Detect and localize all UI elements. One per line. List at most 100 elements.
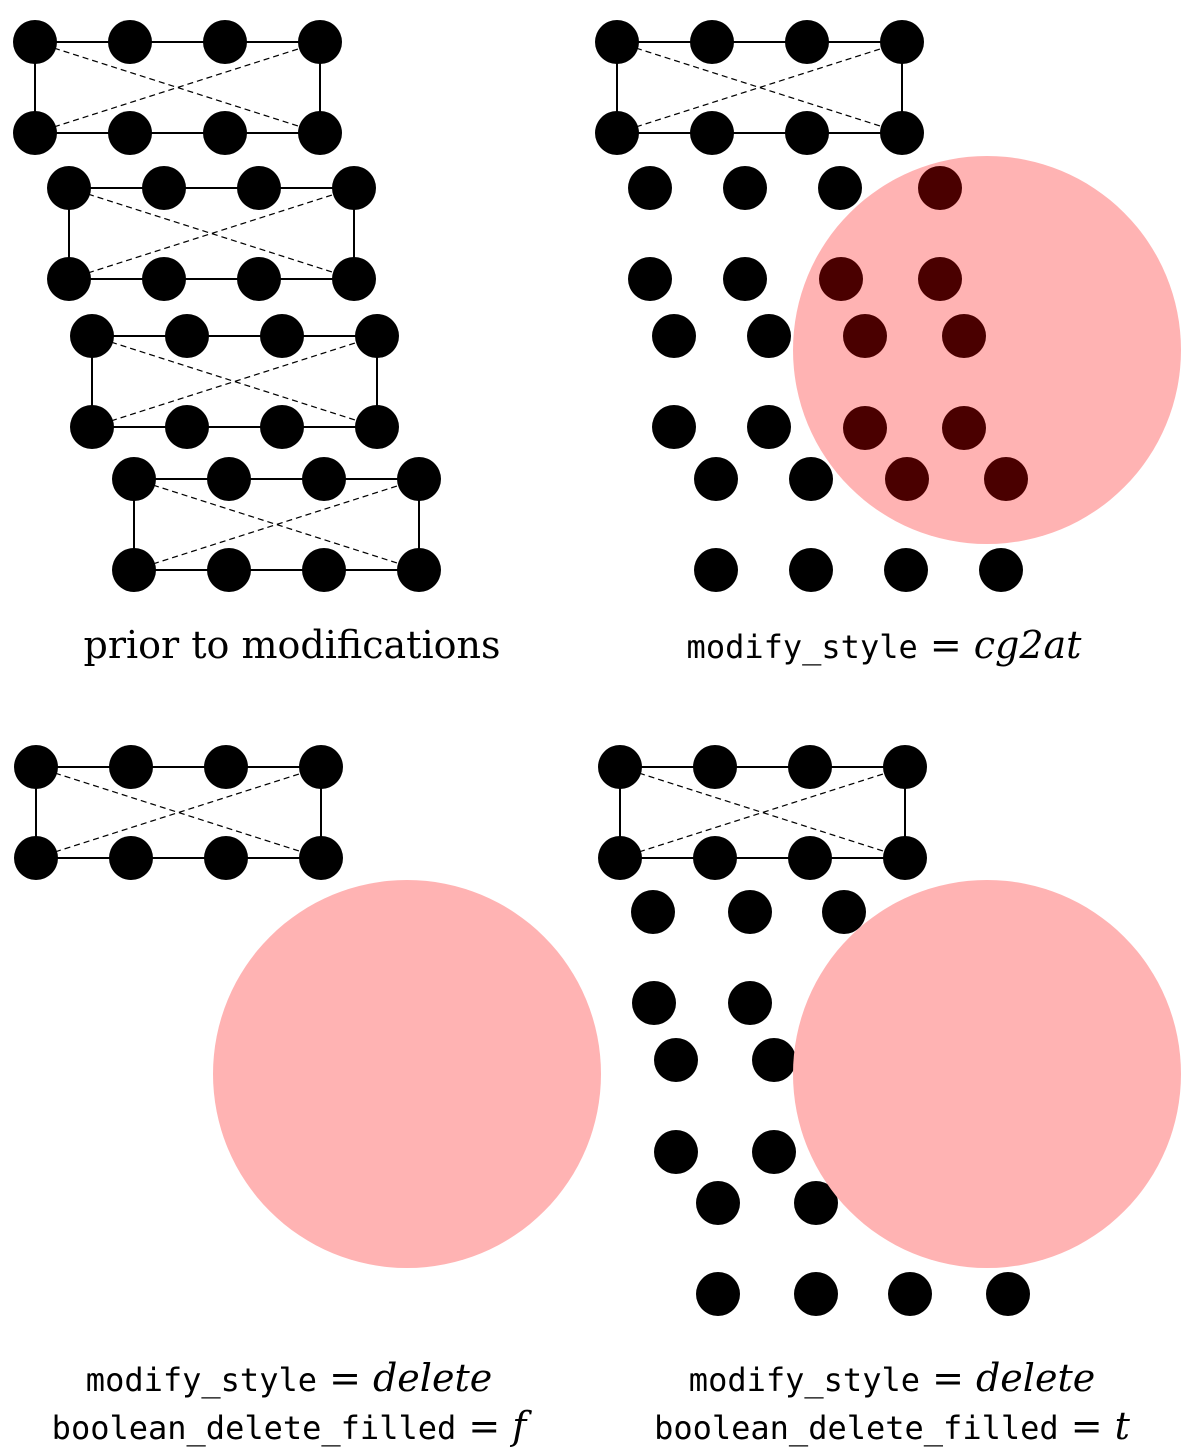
caption-italic-part: cg2at bbox=[974, 623, 1082, 667]
atom bbox=[397, 548, 441, 592]
atom bbox=[207, 548, 251, 592]
caption-mono-part: modify_style bbox=[86, 1361, 317, 1399]
atom bbox=[165, 405, 209, 449]
atom bbox=[728, 981, 772, 1025]
atom bbox=[728, 890, 772, 934]
panel-modify-style-delete-filled-f: modify_style = delete boolean_delete_fill… bbox=[14, 745, 601, 1448]
bond-group bbox=[91, 335, 378, 428]
atom bbox=[13, 111, 57, 155]
atom-inside-region bbox=[819, 257, 863, 301]
panel-prior-to-modifications: prior to modifications bbox=[13, 20, 500, 667]
atom-inside-region bbox=[885, 457, 929, 501]
caption-eq-part: = bbox=[920, 1356, 976, 1400]
atom bbox=[690, 20, 734, 64]
atom bbox=[785, 20, 829, 64]
atom bbox=[332, 257, 376, 301]
atom bbox=[204, 836, 248, 880]
atom bbox=[112, 457, 156, 501]
atom bbox=[355, 405, 399, 449]
bond-group bbox=[68, 187, 355, 280]
caption-italic-part: f bbox=[509, 1404, 532, 1448]
atom bbox=[299, 836, 343, 880]
atom bbox=[794, 1272, 838, 1316]
atom bbox=[207, 457, 251, 501]
atom bbox=[723, 257, 767, 301]
bond-group bbox=[34, 41, 321, 134]
atom bbox=[109, 836, 153, 880]
caption-eq-part: = bbox=[456, 1404, 512, 1448]
atom bbox=[883, 745, 927, 789]
atom bbox=[818, 166, 862, 210]
caption-eq-part: = bbox=[317, 1356, 373, 1400]
atom bbox=[694, 457, 738, 501]
atom bbox=[631, 890, 675, 934]
bond-group bbox=[619, 766, 906, 859]
atom-inside-region bbox=[918, 166, 962, 210]
atom bbox=[690, 111, 734, 155]
atom-inside-region bbox=[942, 314, 986, 358]
atom bbox=[595, 20, 639, 64]
atom bbox=[696, 1181, 740, 1225]
atom bbox=[298, 111, 342, 155]
atom bbox=[822, 890, 866, 934]
atom bbox=[112, 548, 156, 592]
atom bbox=[789, 548, 833, 592]
atom bbox=[165, 314, 209, 358]
atom-inside-region bbox=[843, 314, 887, 358]
caption-mono-part: modify_style bbox=[687, 628, 918, 666]
atom bbox=[723, 166, 767, 210]
atom bbox=[654, 1038, 698, 1082]
atom bbox=[788, 836, 832, 880]
atom bbox=[788, 745, 832, 789]
atom bbox=[397, 457, 441, 501]
caption-line-2: boolean_delete_filled = t bbox=[654, 1404, 1131, 1448]
atom bbox=[789, 457, 833, 501]
panel-modify-style-delete-filled-t: modify_style = deleteboolean_delete_fill… bbox=[598, 745, 1181, 1448]
atom bbox=[747, 314, 791, 358]
atom bbox=[880, 20, 924, 64]
atom-inside-region bbox=[918, 257, 962, 301]
atom bbox=[203, 111, 247, 155]
atom bbox=[47, 166, 91, 210]
atom bbox=[109, 745, 153, 789]
atom bbox=[884, 548, 928, 592]
atom bbox=[204, 745, 248, 789]
atom bbox=[302, 457, 346, 501]
caption-roman-part: prior to modifications bbox=[84, 623, 501, 667]
atom bbox=[632, 981, 676, 1025]
atom bbox=[598, 745, 642, 789]
atom bbox=[794, 1181, 838, 1225]
caption-eq-part: = bbox=[1059, 1404, 1115, 1448]
caption-mono-part: boolean_delete_filled bbox=[52, 1409, 457, 1447]
atom bbox=[260, 405, 304, 449]
atom bbox=[883, 836, 927, 880]
region-sphere bbox=[793, 880, 1181, 1268]
atom bbox=[979, 548, 1023, 592]
caption-line-1: modify_style = delete bbox=[86, 1356, 492, 1400]
caption-mono-part: modify_style bbox=[689, 1361, 920, 1399]
atom bbox=[986, 1272, 1030, 1316]
atom bbox=[298, 20, 342, 64]
caption-eq-part: = bbox=[918, 623, 974, 667]
atom bbox=[70, 405, 114, 449]
bond-group bbox=[133, 478, 420, 571]
atom bbox=[299, 745, 343, 789]
atom bbox=[260, 314, 304, 358]
atom bbox=[888, 1272, 932, 1316]
caption-italic-part: delete bbox=[976, 1356, 1095, 1400]
atom bbox=[694, 548, 738, 592]
bond-group bbox=[616, 41, 903, 134]
atom bbox=[47, 257, 91, 301]
atom bbox=[693, 745, 737, 789]
atom bbox=[752, 1130, 796, 1174]
atom bbox=[237, 166, 281, 210]
bond-group bbox=[35, 766, 322, 859]
caption-italic-part: delete bbox=[373, 1356, 492, 1400]
atom bbox=[747, 405, 791, 449]
atom bbox=[880, 111, 924, 155]
atom bbox=[142, 166, 186, 210]
caption-line-1: modify_style = cg2at bbox=[687, 623, 1083, 667]
caption-mono-part: boolean_delete_filled bbox=[654, 1409, 1059, 1447]
region-sphere bbox=[793, 156, 1181, 544]
